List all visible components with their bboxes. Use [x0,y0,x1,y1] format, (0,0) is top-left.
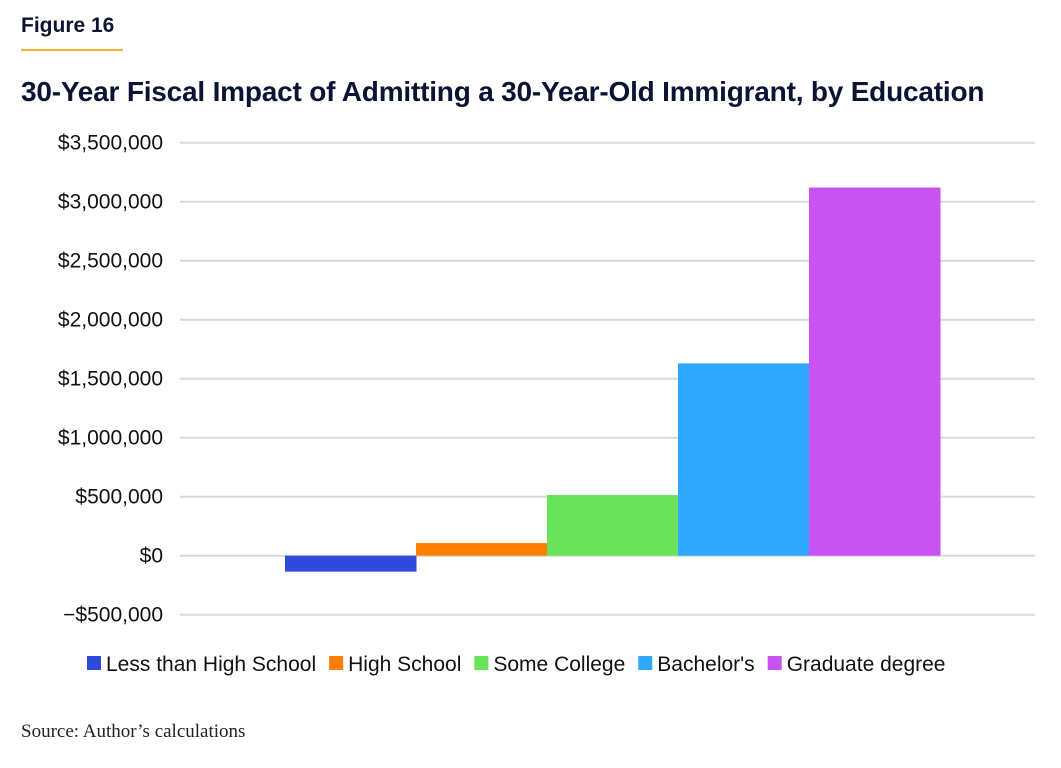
y-tick-label: −$500,000 [63,604,163,627]
y-tick-label: $500,000 [75,486,163,509]
y-tick-label: $3,500,000 [58,132,163,155]
figure-label: Figure 16 [21,14,115,37]
legend-swatch [474,656,489,670]
legend-label: High School [348,653,461,676]
source-note: Source: Author’s calculations [21,721,246,742]
legend-swatch [767,656,782,670]
y-tick-label: $3,000,000 [58,191,163,214]
bar-some-college [547,495,679,556]
bar-less-than-high-school [285,555,417,572]
bar-high-school [416,543,548,556]
y-tick-label: $0 [140,545,163,568]
y-tick-label: $1,000,000 [58,427,163,450]
y-tick-label: $2,000,000 [58,309,163,332]
legend-label: Some College [493,653,625,676]
bar-graduate-degree [809,187,941,556]
bar-bachelor-s [678,363,810,556]
legend-label: Graduate degree [787,653,946,676]
legend-swatch [638,656,653,670]
chart-title: 30-Year Fiscal Impact of Admitting a 30-… [21,76,985,107]
legend-swatch [87,656,101,670]
legend-label: Bachelor's [657,653,754,676]
legend-label: Less than High School [106,653,316,676]
legend-swatch [329,656,344,670]
figure-label-underline [21,49,123,51]
y-tick-label: $1,500,000 [58,368,163,391]
y-tick-label: $2,500,000 [58,250,163,273]
